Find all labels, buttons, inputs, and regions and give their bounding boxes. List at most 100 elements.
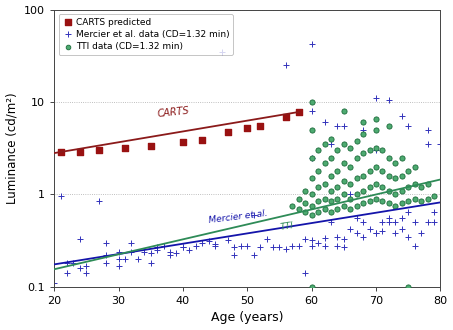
- Mercier et al. data (CD=1.32 min): [83, 263, 90, 268]
- TTI data (CD=1.32 min): [328, 198, 335, 204]
- TTI data (CD=1.32 min): [353, 138, 360, 144]
- TTI data (CD=1.32 min): [340, 160, 347, 165]
- TTI data (CD=1.32 min): [405, 184, 412, 190]
- CARTS predicted: [76, 149, 83, 154]
- TTI data (CD=1.32 min): [366, 184, 373, 190]
- Mercier et al. data (CD=1.32 min): [430, 209, 438, 214]
- Mercier et al. data (CD=1.32 min): [244, 243, 251, 248]
- Mercier et al. data (CD=1.32 min): [154, 244, 161, 249]
- CARTS predicted: [295, 109, 303, 115]
- TTI data (CD=1.32 min): [360, 150, 367, 156]
- TTI data (CD=1.32 min): [392, 160, 399, 165]
- Mercier et al. data (CD=1.32 min): [115, 263, 122, 268]
- TTI data (CD=1.32 min): [295, 206, 303, 212]
- TTI data (CD=1.32 min): [334, 148, 341, 153]
- Mercier et al. data (CD=1.32 min): [270, 244, 277, 249]
- Mercier et al. data (CD=1.32 min): [57, 194, 64, 199]
- TTI data (CD=1.32 min): [366, 148, 373, 153]
- TTI data (CD=1.32 min): [392, 203, 399, 209]
- Mercier et al. data (CD=1.32 min): [321, 235, 328, 240]
- TTI data (CD=1.32 min): [398, 155, 405, 160]
- CARTS predicted: [57, 150, 64, 155]
- TTI data (CD=1.32 min): [328, 209, 335, 214]
- Mercier et al. data (CD=1.32 min): [179, 244, 187, 249]
- TTI data (CD=1.32 min): [372, 164, 380, 169]
- TTI data (CD=1.32 min): [379, 168, 386, 174]
- Mercier et al. data (CD=1.32 min): [328, 142, 335, 147]
- TTI data (CD=1.32 min): [424, 196, 431, 201]
- TTI data (CD=1.32 min): [366, 168, 373, 174]
- CARTS predicted: [147, 143, 154, 148]
- TTI data (CD=1.32 min): [398, 188, 405, 193]
- Mercier et al. data (CD=1.32 min): [379, 229, 386, 234]
- Mercier et al. data (CD=1.32 min): [437, 142, 444, 147]
- TTI data (CD=1.32 min): [295, 196, 303, 201]
- Mercier et al. data (CD=1.32 min): [360, 234, 367, 239]
- Mercier et al. data (CD=1.32 min): [418, 231, 425, 236]
- Mercier et al. data (CD=1.32 min): [334, 234, 341, 239]
- TTI data (CD=1.32 min): [411, 181, 418, 186]
- TTI data (CD=1.32 min): [308, 127, 315, 132]
- Mercier et al. data (CD=1.32 min): [411, 243, 418, 248]
- TTI data (CD=1.32 min): [302, 209, 309, 214]
- Mercier et al. data (CD=1.32 min): [166, 249, 173, 254]
- Mercier et al. data (CD=1.32 min): [76, 265, 83, 271]
- Mercier et al. data (CD=1.32 min): [424, 219, 431, 225]
- TTI data (CD=1.32 min): [321, 206, 328, 212]
- CARTS predicted: [179, 140, 187, 145]
- TTI data (CD=1.32 min): [411, 164, 418, 169]
- Mercier et al. data (CD=1.32 min): [63, 271, 71, 276]
- TTI data (CD=1.32 min): [392, 176, 399, 181]
- Mercier et al. data (CD=1.32 min): [372, 95, 380, 101]
- Mercier et al. data (CD=1.32 min): [360, 219, 367, 225]
- Mercier et al. data (CD=1.32 min): [173, 251, 180, 256]
- TTI data (CD=1.32 min): [398, 201, 405, 206]
- Text: Mercier et al.: Mercier et al.: [209, 209, 269, 225]
- Mercier et al. data (CD=1.32 min): [308, 108, 315, 114]
- Mercier et al. data (CD=1.32 min): [160, 243, 167, 248]
- CARTS predicted: [198, 138, 206, 143]
- Mercier et al. data (CD=1.32 min): [147, 261, 154, 266]
- Mercier et al. data (CD=1.32 min): [392, 219, 399, 225]
- TTI data (CD=1.32 min): [347, 181, 354, 186]
- X-axis label: Age (years): Age (years): [211, 312, 284, 324]
- Mercier et al. data (CD=1.32 min): [96, 198, 103, 204]
- Mercier et al. data (CD=1.32 min): [405, 123, 412, 129]
- Mercier et al. data (CD=1.32 min): [424, 127, 431, 132]
- TTI data (CD=1.32 min): [340, 142, 347, 147]
- TTI data (CD=1.32 min): [328, 188, 335, 193]
- CARTS predicted: [256, 123, 264, 129]
- TTI data (CD=1.32 min): [308, 176, 315, 181]
- Mercier et al. data (CD=1.32 min): [70, 261, 77, 266]
- Mercier et al. data (CD=1.32 min): [398, 114, 405, 119]
- Mercier et al. data (CD=1.32 min): [121, 256, 129, 262]
- Text: TTI: TTI: [280, 221, 294, 232]
- Mercier et al. data (CD=1.32 min): [340, 236, 347, 242]
- Mercier et al. data (CD=1.32 min): [379, 219, 386, 225]
- Mercier et al. data (CD=1.32 min): [282, 246, 289, 251]
- Mercier et al. data (CD=1.32 min): [385, 97, 392, 103]
- Mercier et al. data (CD=1.32 min): [134, 256, 141, 262]
- Mercier et al. data (CD=1.32 min): [128, 249, 135, 254]
- TTI data (CD=1.32 min): [372, 145, 380, 150]
- Mercier et al. data (CD=1.32 min): [366, 227, 373, 232]
- Mercier et al. data (CD=1.32 min): [218, 49, 225, 54]
- TTI data (CD=1.32 min): [418, 184, 425, 190]
- TTI data (CD=1.32 min): [347, 196, 354, 201]
- Mercier et al. data (CD=1.32 min): [140, 249, 148, 254]
- Mercier et al. data (CD=1.32 min): [192, 243, 199, 248]
- Mercier et al. data (CD=1.32 min): [411, 219, 418, 225]
- Text: CARTS: CARTS: [157, 106, 190, 119]
- TTI data (CD=1.32 min): [321, 196, 328, 201]
- TTI data (CD=1.32 min): [334, 196, 341, 201]
- Mercier et al. data (CD=1.32 min): [405, 234, 412, 239]
- Mercier et al. data (CD=1.32 min): [430, 219, 438, 225]
- TTI data (CD=1.32 min): [398, 173, 405, 178]
- TTI data (CD=1.32 min): [314, 209, 322, 214]
- Mercier et al. data (CD=1.32 min): [237, 243, 245, 248]
- Mercier et al. data (CD=1.32 min): [166, 252, 173, 258]
- Mercier et al. data (CD=1.32 min): [360, 127, 367, 132]
- TTI data (CD=1.32 min): [353, 176, 360, 181]
- TTI data (CD=1.32 min): [340, 203, 347, 209]
- Mercier et al. data (CD=1.32 min): [198, 240, 206, 246]
